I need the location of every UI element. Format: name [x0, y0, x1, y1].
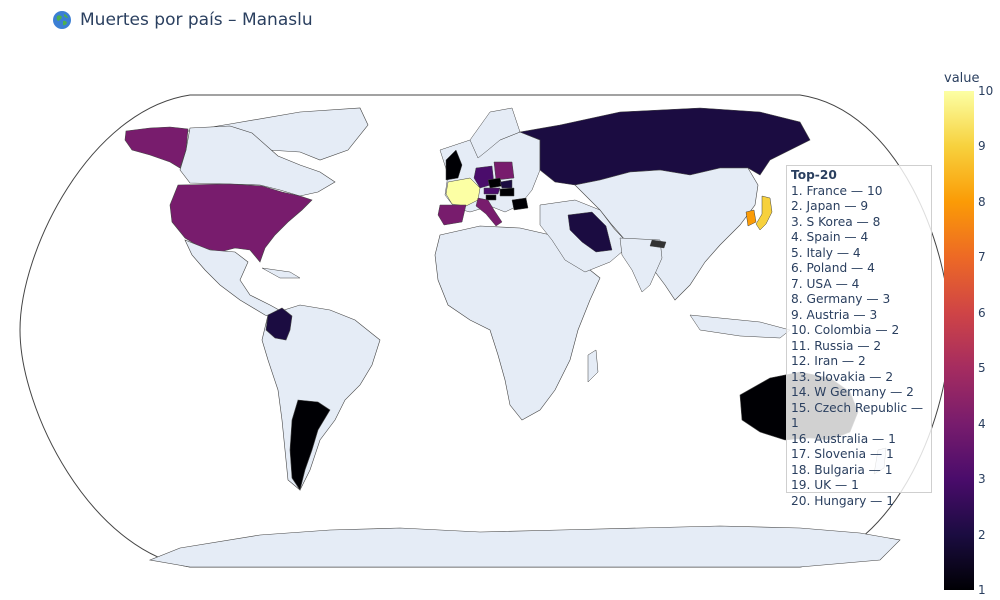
antarctica — [148, 525, 901, 568]
country-japan[interactable] — [755, 195, 773, 231]
top20-item: 14. W Germany — 2 — [791, 385, 914, 399]
cuba — [261, 267, 301, 279]
country-uk[interactable] — [445, 149, 463, 181]
colorbar-gradient — [944, 91, 974, 590]
top20-item: 2. Japan — 9 — [791, 199, 869, 213]
nepal — [649, 239, 667, 249]
top20-item: 19. UK — 1 — [791, 478, 859, 492]
scandinavia — [469, 107, 521, 159]
colorbar-tick: 7 — [978, 250, 986, 265]
colorbar-tick: 6 — [978, 305, 986, 320]
colorbar-tick: 10 — [978, 84, 994, 98]
colorbar-tick: 8 — [978, 194, 986, 209]
top20-item: 7. USA — 4 — [791, 276, 860, 291]
indonesia — [689, 314, 791, 339]
top20-item: 16. Australia — 1 — [791, 431, 896, 446]
country-usa[interactable] — [169, 183, 313, 263]
chart-title-text: Muertes por país – Manaslu — [80, 10, 313, 30]
colorbar-tick: 1 — [978, 583, 986, 597]
top20-item: 4. Spain — 4 — [791, 230, 869, 244]
colorbar-tick: 3 — [978, 472, 986, 487]
colorbar-tick: 4 — [978, 416, 986, 431]
top20-item: 12. Iran — 2 — [791, 354, 866, 368]
top20-header: Top-20 — [791, 168, 837, 182]
top20-item: 17. Slovenia — 1 — [791, 447, 894, 461]
globe-icon — [53, 11, 71, 29]
top20-item: 3. S Korea — 8 — [791, 214, 881, 229]
top20-item: 1. France — 10 — [791, 183, 883, 198]
top20-item: 20. Hungary — 1 — [791, 493, 894, 508]
country-czech-republic[interactable] — [487, 177, 503, 189]
country-france[interactable] — [445, 177, 481, 207]
argentina[interactable] — [289, 399, 331, 491]
top20-legend: Top-20 1. France — 10 2. Japan — 9 3. S … — [786, 165, 932, 508]
top20-item: 8. Germany — 3 — [791, 292, 891, 306]
madagascar — [587, 349, 599, 383]
country-hungary[interactable] — [499, 187, 515, 197]
top20-item: 11. Russia — 2 — [791, 338, 882, 353]
country-slovenia[interactable] — [485, 194, 497, 201]
country-italy[interactable] — [475, 197, 503, 227]
top20-item: 18. Bulgaria — 1 — [791, 462, 893, 477]
top20-item: 9. Austria — 3 — [791, 307, 878, 322]
colorbar-tick: 9 — [978, 139, 986, 154]
country-colombia[interactable] — [265, 307, 293, 341]
top20-item: 10. Colombia — 2 — [791, 323, 900, 337]
country-spain[interactable] — [437, 204, 467, 226]
country-s-korea[interactable] — [745, 209, 757, 227]
country-poland[interactable] — [493, 161, 515, 181]
colorbar-tick: 2 — [978, 527, 986, 542]
top20-item: 6. Poland — 4 — [791, 261, 875, 275]
top20-item: 15. Czech Republic — 1 — [791, 400, 924, 431]
top20-item: 5. Italy — 4 — [791, 245, 861, 260]
colorbar-title: value — [944, 71, 980, 86]
country-austria[interactable] — [483, 187, 501, 195]
top20-item: 13. Slovakia — 2 — [791, 369, 894, 384]
country-usa-alaska[interactable] — [124, 126, 189, 169]
chart-title: Muertes por país – Manaslu — [52, 10, 313, 30]
canada — [179, 125, 336, 197]
country-iran[interactable] — [567, 211, 613, 253]
country-bulgaria[interactable] — [511, 197, 529, 211]
colorbar-tick: 5 — [978, 361, 986, 376]
